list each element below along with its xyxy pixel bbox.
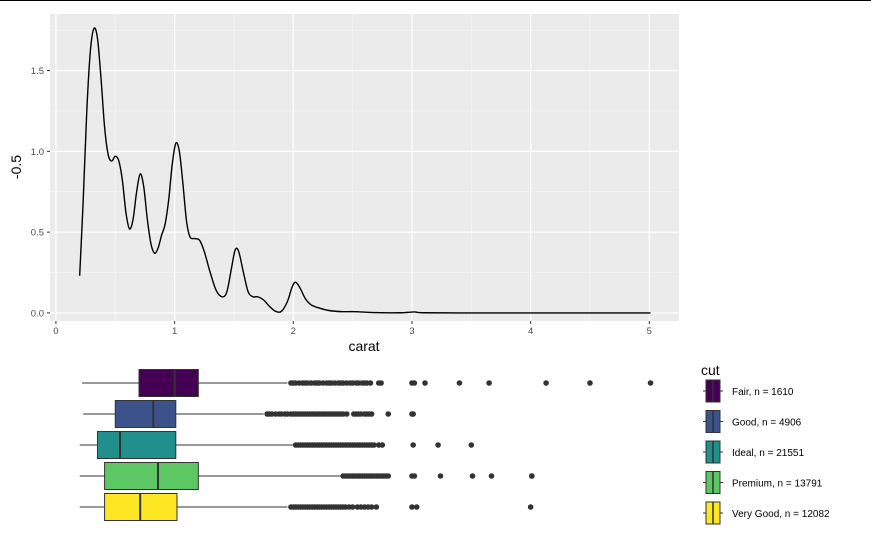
x-tick-label: 3 xyxy=(409,326,414,337)
box-2 xyxy=(83,400,416,428)
outlier-point xyxy=(410,411,416,417)
outlier-point xyxy=(410,442,416,448)
legend-key-3 xyxy=(703,440,723,464)
outlier-point xyxy=(368,504,375,510)
legend-label: Fair, n = 1610 xyxy=(732,387,794,398)
outlier-point xyxy=(411,473,418,479)
y-tick-label: 1.0 xyxy=(31,147,44,158)
y-axis-label: -0.5 xyxy=(8,155,24,179)
legend-key-5 xyxy=(703,501,723,525)
legend-title: cut xyxy=(701,362,720,378)
x-axis-label: carat xyxy=(348,338,379,354)
legend-label: Good, n = 4906 xyxy=(732,418,802,429)
outlier-point xyxy=(435,442,441,448)
outlier-point xyxy=(587,380,593,386)
x-tick-label: 1 xyxy=(172,326,177,337)
outlier-point xyxy=(543,380,549,386)
outlier-point xyxy=(373,504,380,510)
density-gridlines xyxy=(50,14,679,321)
outlier-point xyxy=(647,380,654,386)
outlier-point xyxy=(378,380,384,386)
outlier-point xyxy=(385,411,392,417)
legend-label: Very Good, n = 12082 xyxy=(732,509,830,520)
box-3 xyxy=(79,431,475,459)
x-tick-label: 4 xyxy=(528,326,533,337)
box-5 xyxy=(79,493,534,521)
outlier-point xyxy=(411,380,418,386)
top-rule xyxy=(0,0,871,1)
density-axes: 0 1 2 3 4 5 0.0 0.5 1.0 1.5 xyxy=(31,66,652,337)
outlier-point xyxy=(343,411,350,417)
outlier-point xyxy=(437,473,444,479)
outlier-point xyxy=(349,504,356,510)
box-iqr xyxy=(114,400,177,428)
density-curve xyxy=(78,27,651,314)
outlier-point xyxy=(409,504,415,510)
legend-label: Premium, n = 13791 xyxy=(732,479,823,490)
outlier-point xyxy=(371,442,377,448)
density-panel-background xyxy=(50,14,679,321)
outlier-point xyxy=(529,473,535,479)
outlier-point xyxy=(456,380,463,386)
y-tick-label: 1.5 xyxy=(31,66,44,77)
box-1 xyxy=(82,369,654,397)
y-tick-label: 0.5 xyxy=(31,228,44,239)
box-4 xyxy=(79,462,535,490)
outlier-point xyxy=(385,473,392,479)
outlier-point xyxy=(379,442,386,448)
box-iqr xyxy=(96,431,177,459)
box-iqr xyxy=(138,369,199,397)
outlier-point xyxy=(468,442,475,448)
outlier-point xyxy=(527,504,534,510)
outlier-point xyxy=(368,411,375,417)
outlier-point xyxy=(367,380,374,386)
boxplots xyxy=(79,369,654,521)
x-tick-label: 2 xyxy=(291,326,296,337)
outlier-point xyxy=(488,473,495,479)
legend-key-1 xyxy=(703,379,723,403)
outlier-point xyxy=(469,473,476,479)
outlier-point xyxy=(413,504,420,510)
legend-key-2 xyxy=(703,410,723,433)
legend: cut Fair, n = 1610 Good, n = 4906 Ideal, n… xyxy=(701,362,830,525)
legend-key-4 xyxy=(703,471,723,494)
x-tick-label: 0 xyxy=(53,326,58,337)
y-tick-label: 0.0 xyxy=(31,308,44,319)
box-iqr xyxy=(104,462,199,490)
x-tick-label: 5 xyxy=(647,326,652,337)
outlier-point xyxy=(486,380,492,386)
outlier-point xyxy=(422,380,428,386)
legend-label: Ideal, n = 21551 xyxy=(732,448,804,459)
